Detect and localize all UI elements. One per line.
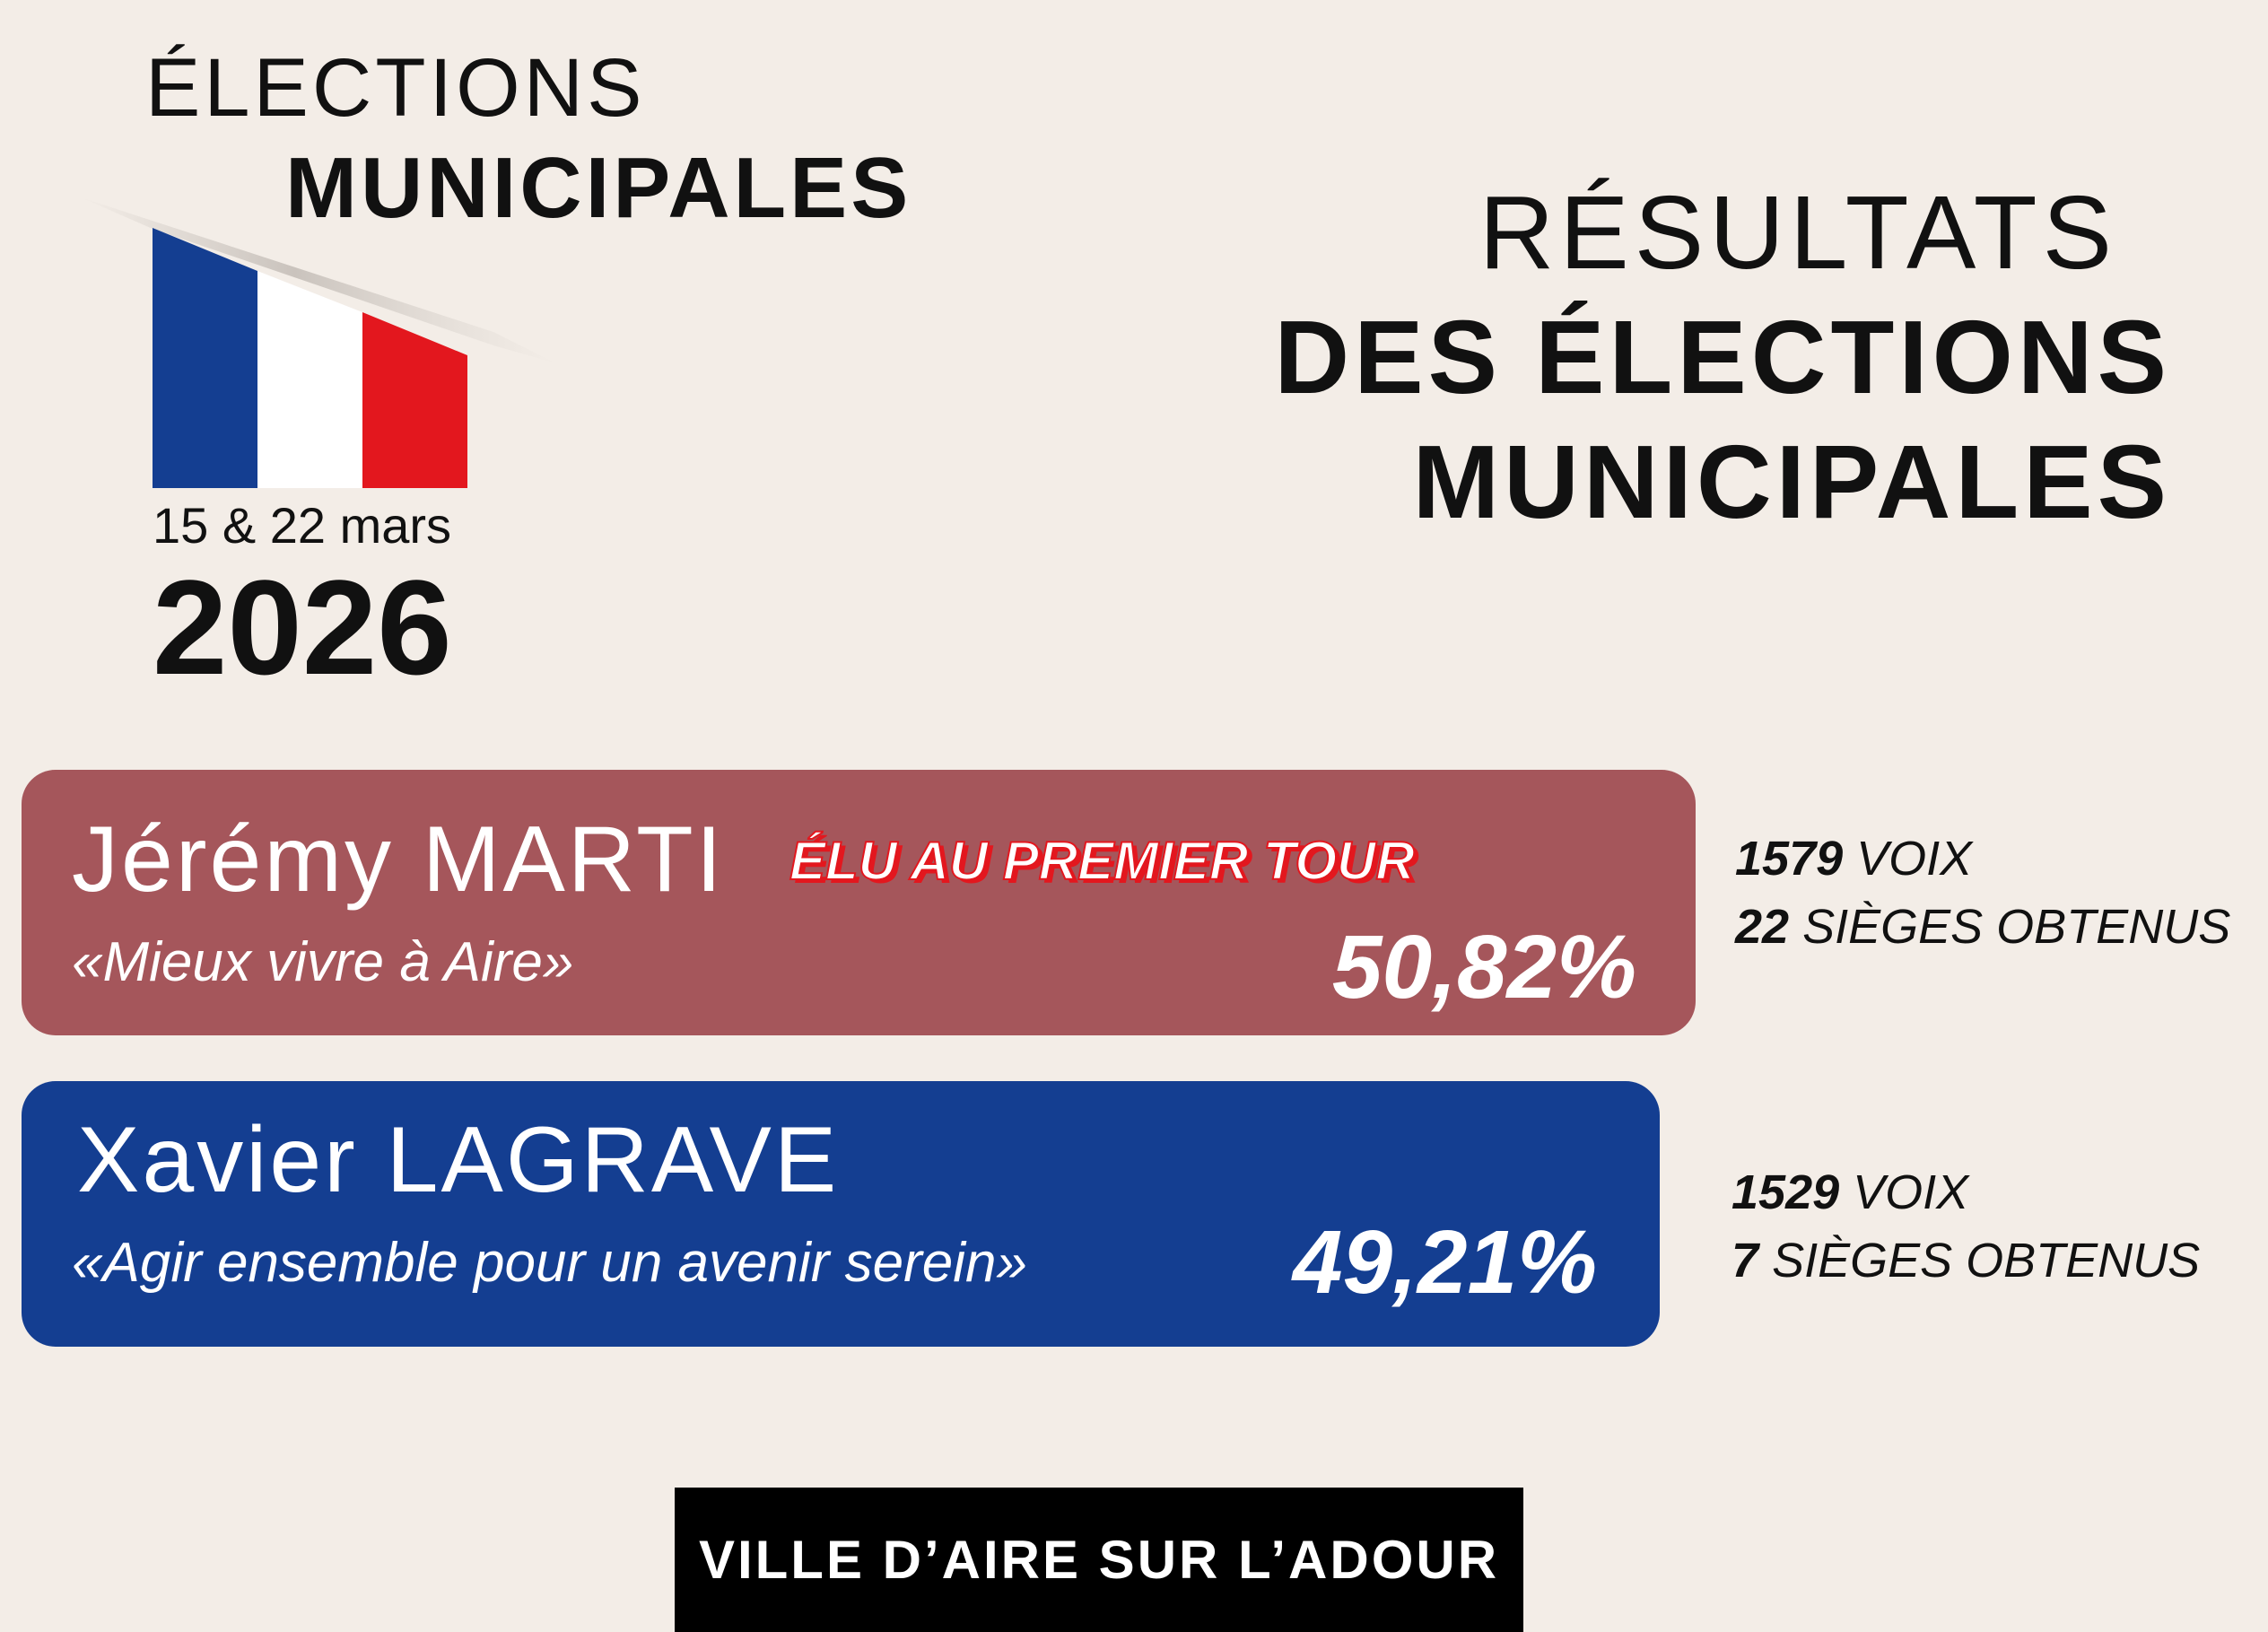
votes-line: 1579 VOIX bbox=[1735, 825, 2230, 894]
seats-label: SIÈGES OBTENUS bbox=[1802, 899, 2231, 954]
votes-label: VOIX bbox=[1856, 832, 1973, 886]
elected-badge: ÉLU AU PREMIER TOUR bbox=[789, 831, 1416, 891]
heading-line2: DES ÉLECTIONS bbox=[1274, 299, 2171, 416]
votes-label: VOIX bbox=[1853, 1165, 1969, 1219]
seats-line: 22 SIÈGES OBTENUS bbox=[1735, 894, 2230, 962]
heading-line1: RÉSULTATS bbox=[1479, 174, 2117, 291]
heading-line3: MUNICIPALES bbox=[1412, 423, 2171, 541]
candidate-percent: 49,21% bbox=[1292, 1212, 1597, 1313]
votes-line: 1529 VOIX bbox=[1732, 1159, 2200, 1227]
seats-line: 7 SIÈGES OBTENUS bbox=[1732, 1227, 2200, 1296]
logo-title-line2: MUNICIPALES bbox=[285, 140, 912, 236]
candidate-stats-lagrave: 1529 VOIX 7 SIÈGES OBTENUS bbox=[1732, 1159, 2200, 1295]
votes-count: 1579 bbox=[1735, 832, 1844, 886]
city-name: VILLE D’AIRE SUR L’ADOUR bbox=[698, 1530, 1500, 1590]
seats-count: 7 bbox=[1732, 1233, 1759, 1287]
seats-label: SIÈGES OBTENUS bbox=[1772, 1233, 2201, 1287]
candidate-list-name: «Agir ensemble pour un avenir serein» bbox=[72, 1232, 1027, 1294]
seats-count: 22 bbox=[1735, 899, 1790, 954]
candidate-card-marti: Jérémy MARTI ÉLU AU PREMIER TOUR «Mieux … bbox=[22, 770, 1696, 1035]
votes-count: 1529 bbox=[1732, 1165, 1840, 1219]
election-dates: 15 & 22 mars bbox=[153, 497, 452, 554]
results-heading: RÉSULTATS DES ÉLECTIONS MUNICIPALES bbox=[1274, 170, 2171, 545]
candidate-list-name: «Mieux vivre à Aire» bbox=[72, 931, 574, 993]
election-year: 2026 bbox=[153, 552, 452, 703]
city-footer-banner: VILLE D’AIRE SUR L’ADOUR bbox=[675, 1488, 1523, 1632]
candidate-name: Xavier LAGRAVE bbox=[77, 1108, 840, 1212]
french-flag-icon bbox=[81, 197, 556, 488]
candidate-card-lagrave: Xavier LAGRAVE «Agir ensemble pour un av… bbox=[22, 1081, 1660, 1347]
candidate-name: Jérémy MARTI bbox=[72, 807, 725, 912]
logo-title-line1: ÉLECTIONS bbox=[145, 42, 646, 134]
candidate-stats-marti: 1579 VOIX 22 SIÈGES OBTENUS bbox=[1735, 825, 2230, 961]
candidate-percent: 50,82% bbox=[1331, 917, 1636, 1017]
